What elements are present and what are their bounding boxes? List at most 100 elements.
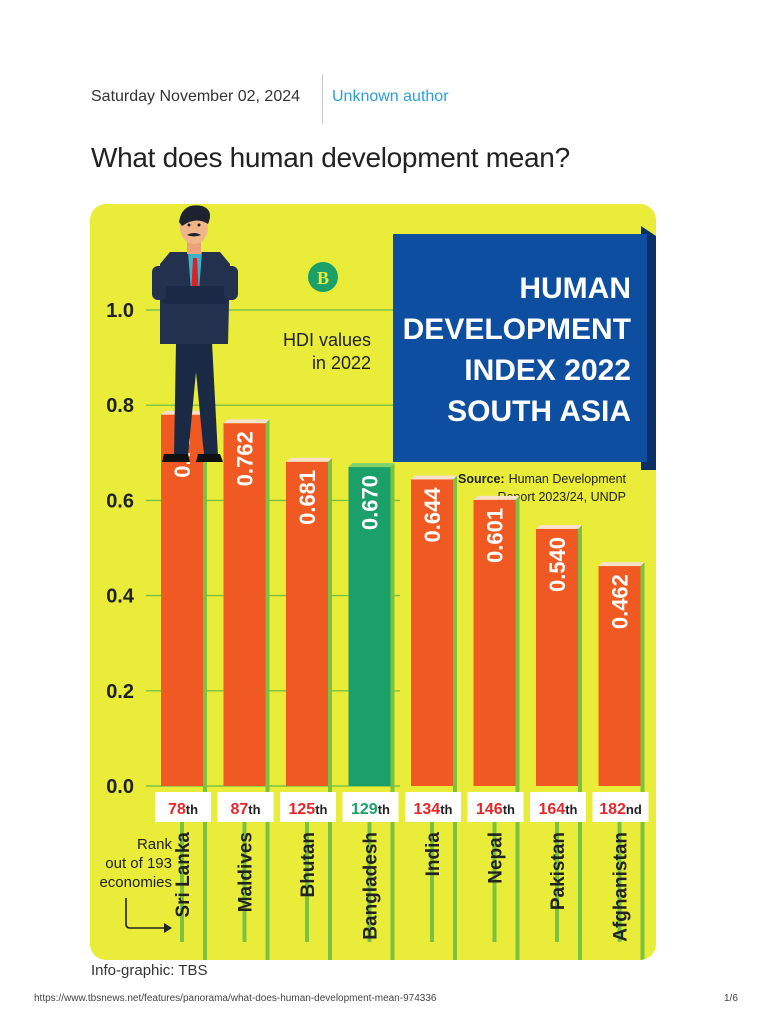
- source-line-1: Source: Human Development: [458, 472, 626, 486]
- rank-suffix: th: [248, 802, 260, 817]
- bar-india: [411, 479, 453, 786]
- rank-label: 164th: [539, 801, 578, 818]
- bar-top: [598, 562, 645, 567]
- rank-box: [405, 792, 461, 822]
- bar-bhutan: [286, 461, 328, 786]
- bar-value-label: 0.681: [295, 470, 320, 525]
- bar-value-label: 0.670: [358, 475, 383, 530]
- rank-number: 134: [414, 801, 441, 818]
- y-tick-label: 0.8: [106, 395, 134, 417]
- bar-side: [203, 410, 207, 960]
- rank-box: [530, 792, 586, 822]
- rank-suffix: th: [565, 802, 577, 817]
- source-line-2: Report 2023/24, UNDP: [497, 490, 626, 504]
- bar-stem: [492, 822, 497, 942]
- tbs-logo-text: B: [317, 268, 329, 288]
- category-label: Afghanistan: [611, 832, 632, 942]
- businessman-illustration: [152, 205, 238, 462]
- bar-value-label: 0.540: [545, 537, 570, 592]
- bar-side: [578, 524, 582, 960]
- rank-suffix: th: [378, 802, 390, 817]
- bar-top: [411, 475, 457, 480]
- chart-subtitle-line-2: in 2022: [312, 353, 371, 373]
- rank-label: 78th: [168, 801, 198, 818]
- rank-note-line-1: Rank: [137, 836, 173, 853]
- y-tick-label: 0.2: [106, 681, 134, 703]
- bar-top: [223, 419, 270, 424]
- rank-label: 146th: [476, 801, 515, 818]
- title-box: [393, 234, 647, 462]
- rank-number: 87: [230, 801, 248, 818]
- bar-maldives: [223, 423, 266, 786]
- bar-stem: [617, 822, 622, 942]
- bar-stem: [242, 822, 247, 942]
- rank-note-arrowhead-icon: [164, 923, 172, 933]
- category-label: Nepal: [486, 832, 507, 884]
- rank-box: [280, 792, 336, 822]
- bar-top: [473, 495, 520, 500]
- rank-box: [592, 792, 649, 822]
- bar-stem: [430, 822, 434, 942]
- rank-number: 78: [168, 801, 186, 818]
- rank-note-line-2: out of 193: [105, 855, 172, 872]
- category-label: Pakistan: [548, 832, 569, 910]
- rank-box: [155, 792, 211, 822]
- bar-stem: [555, 822, 559, 942]
- bar-side: [390, 463, 395, 960]
- y-tick-label: 0.4: [106, 586, 135, 608]
- category-label: Maldives: [236, 832, 257, 912]
- author-link[interactable]: Unknown author: [332, 88, 449, 105]
- bar-side: [515, 495, 520, 960]
- bar-bangladesh: [348, 467, 391, 786]
- category-label: Bangladesh: [361, 832, 382, 940]
- rank-suffix: th: [503, 802, 515, 817]
- bar-stem: [367, 822, 372, 942]
- rank-number: 125: [289, 801, 316, 818]
- rank-box: [467, 792, 524, 822]
- bar-value-label: 0.601: [483, 508, 508, 563]
- rank-number: 129: [351, 801, 378, 818]
- chart-title-line-2: DEVELOPMENT: [403, 313, 631, 346]
- bar-pakistan: [536, 528, 578, 786]
- bar-top: [286, 457, 332, 462]
- rank-suffix: th: [186, 802, 198, 817]
- chart-subtitle-line-1: HDI values: [283, 330, 371, 350]
- rank-number: 146: [476, 801, 503, 818]
- category-label: Sri Lanka: [173, 832, 194, 918]
- rank-label: 87th: [230, 801, 260, 818]
- category-label: India: [423, 832, 444, 877]
- bar-value-label: 0.644: [420, 487, 445, 543]
- bar-side: [265, 419, 270, 960]
- rank-note-line-3: economies: [99, 874, 172, 891]
- bar-sri-lanka: [161, 414, 203, 786]
- bar-top: [348, 463, 395, 468]
- hdi-infographic: 0.0 0.2 0.4 0.6 0.8 1.0 B HDI values in 2022 …: [90, 204, 656, 960]
- rank-suffix: th: [315, 802, 327, 817]
- bar-value-label: 0.462: [608, 574, 633, 629]
- rank-label: 125th: [289, 801, 328, 818]
- y-tick-label: 0.6: [106, 490, 134, 512]
- meta-divider: [322, 74, 323, 124]
- bar-side: [328, 457, 332, 960]
- rank-label: 134th: [414, 801, 453, 818]
- hdi-bar-chart: 0.00.20.40.60.81.0 B HDI values in 2022 …: [99, 205, 656, 960]
- chart-title-line-3: INDEX 2022: [464, 354, 631, 387]
- publish-date: Saturday November 02, 2024: [91, 88, 301, 105]
- rank-box: [217, 792, 274, 822]
- footer-page-number: 1/6: [724, 993, 738, 1004]
- y-tick-label: 0.0: [106, 776, 134, 798]
- rank-label: 182nd: [599, 801, 642, 818]
- rank-number: 182: [599, 801, 626, 818]
- tbs-logo-icon: [308, 262, 338, 292]
- source-label: Source:: [458, 472, 505, 486]
- chart-title-line-4: SOUTH ASIA: [447, 395, 631, 428]
- footer-url: https://www.tbsnews.net/features/panoram…: [34, 993, 437, 1004]
- bar-side: [453, 475, 457, 960]
- rank-label: 129th: [351, 801, 390, 818]
- bar-afghanistan: [598, 566, 641, 786]
- y-tick-label: 1.0: [106, 300, 134, 322]
- bar-top: [536, 524, 582, 529]
- source-text-1: Human Development: [509, 472, 627, 486]
- bar-stem: [180, 822, 184, 942]
- rank-suffix: nd: [626, 802, 642, 817]
